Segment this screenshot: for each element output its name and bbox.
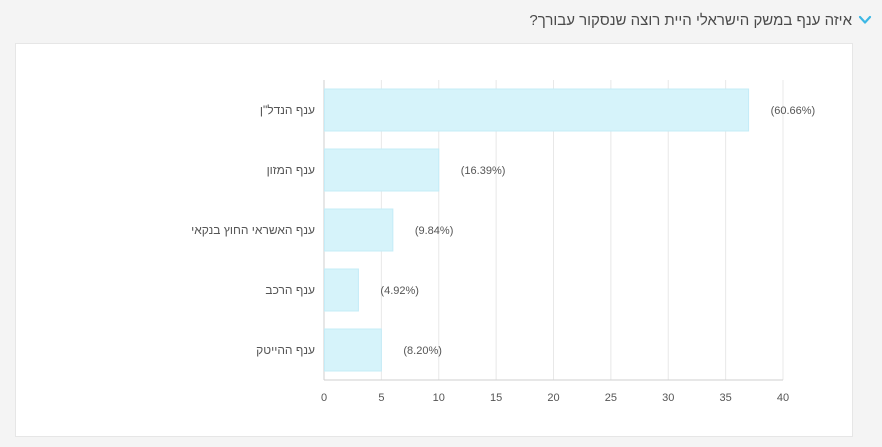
x-tick-label: 5 xyxy=(378,392,384,404)
bar xyxy=(324,208,394,252)
category-label: ענף הנדל"ן xyxy=(260,103,315,117)
data-label: (16.39%) xyxy=(461,165,506,177)
data-label: (9.84%) xyxy=(415,225,454,237)
chevron-down-icon[interactable] xyxy=(858,13,872,27)
bar xyxy=(324,88,750,132)
question-header[interactable]: איזה ענף במשק הישראלי היית רוצה שנסקור ע… xyxy=(529,6,872,34)
bar xyxy=(324,148,440,192)
category-label: ענף המזון xyxy=(267,163,315,177)
question-title: איזה ענף במשק הישראלי היית רוצה שנסקור ע… xyxy=(529,11,852,29)
x-tick-label: 40 xyxy=(777,392,789,404)
bar xyxy=(324,268,359,312)
data-label: (8.20%) xyxy=(403,345,442,357)
category-label: ענף ההייטק xyxy=(256,343,315,357)
category-label: ענף האשראי החוץ בנקאי xyxy=(191,223,315,237)
x-tick-label: 25 xyxy=(605,392,617,404)
x-tick-label: 35 xyxy=(720,392,732,404)
category-label: ענף הרכב xyxy=(265,283,315,297)
x-tick-label: 20 xyxy=(547,392,559,404)
bar xyxy=(324,328,382,372)
data-label: (60.66%) xyxy=(771,105,816,117)
x-tick-label: 10 xyxy=(433,392,445,404)
x-tick-label: 30 xyxy=(662,392,674,404)
data-label: (4.92%) xyxy=(380,285,419,297)
chart-card: 0 5 10 15 20 25 30 35 40 ענף הנדל"ן (60.66%) ענף המ… xyxy=(15,43,853,437)
x-tick-label: 15 xyxy=(490,392,502,404)
bar-chart: 0 5 10 15 20 25 30 35 40 ענף הנדל"ן (60.66%) ענף המ… xyxy=(191,80,816,404)
x-tick-label: 0 xyxy=(321,392,327,404)
